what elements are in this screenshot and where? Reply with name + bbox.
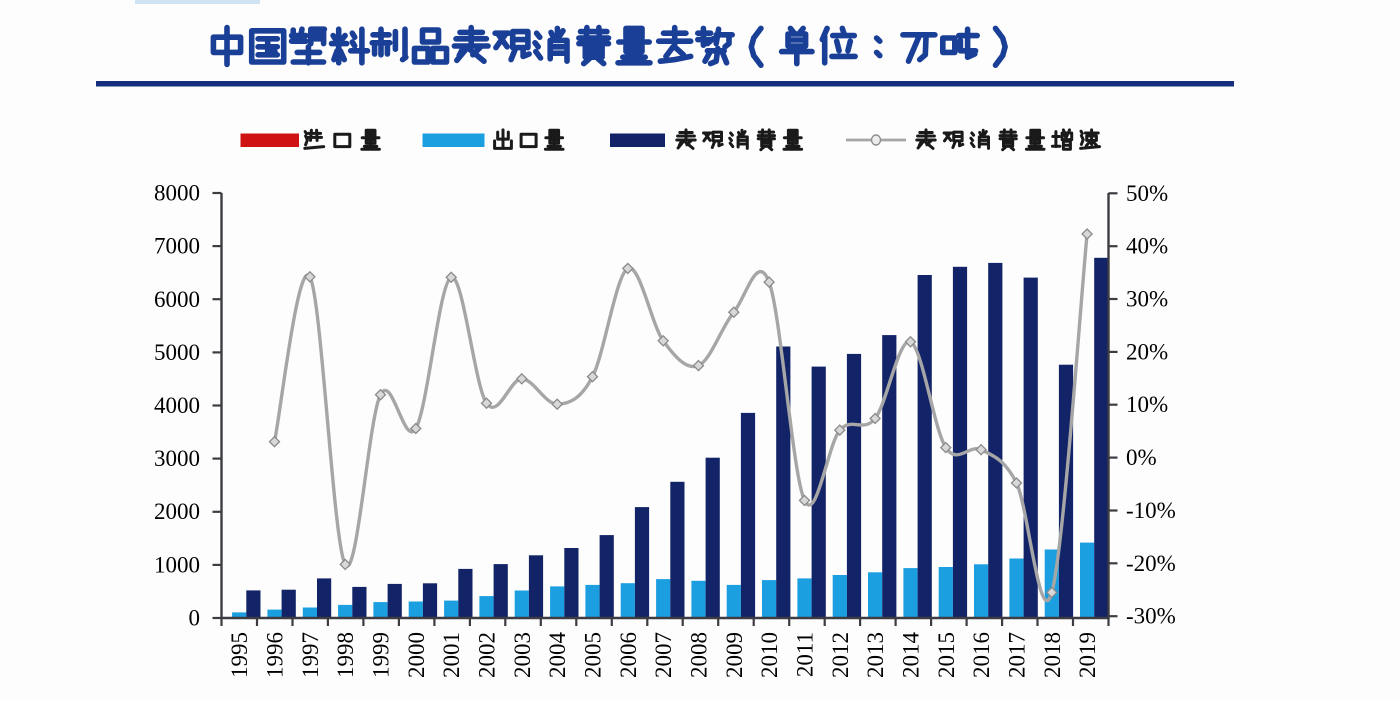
svg-text:2016: 2016 — [969, 632, 994, 678]
svg-text:-10%: -10% — [1126, 498, 1176, 523]
svg-text:2003: 2003 — [510, 632, 535, 678]
svg-text:2005: 2005 — [581, 632, 606, 678]
svg-text:2017: 2017 — [1005, 632, 1030, 678]
svg-text:0%: 0% — [1126, 445, 1157, 470]
svg-text:50%: 50% — [1126, 181, 1168, 206]
svg-text:30%: 30% — [1126, 287, 1168, 312]
svg-text:2007: 2007 — [651, 632, 676, 678]
svg-text:2015: 2015 — [934, 632, 959, 678]
svg-text:1000: 1000 — [154, 552, 200, 577]
svg-text:2012: 2012 — [828, 632, 853, 678]
svg-text:2010: 2010 — [757, 632, 782, 678]
svg-text:1998: 1998 — [333, 632, 358, 678]
svg-text:6000: 6000 — [154, 287, 200, 312]
svg-text:20%: 20% — [1126, 339, 1168, 364]
svg-text:2013: 2013 — [863, 632, 888, 678]
svg-text:4000: 4000 — [154, 393, 200, 418]
svg-text:0: 0 — [189, 606, 201, 631]
svg-text:40%: 40% — [1126, 234, 1168, 259]
svg-text:2014: 2014 — [899, 632, 924, 679]
svg-text:-30%: -30% — [1126, 604, 1176, 629]
svg-text:2009: 2009 — [722, 632, 747, 678]
svg-text:1999: 1999 — [369, 632, 394, 678]
svg-text:2019: 2019 — [1075, 632, 1100, 678]
svg-text:10%: 10% — [1126, 392, 1168, 417]
svg-text:2008: 2008 — [687, 632, 712, 678]
svg-text:8000: 8000 — [154, 181, 200, 206]
svg-text:1997: 1997 — [298, 632, 323, 678]
svg-text:2018: 2018 — [1040, 632, 1065, 678]
svg-text:3000: 3000 — [154, 446, 200, 471]
svg-text:7000: 7000 — [154, 234, 200, 259]
svg-text:2001: 2001 — [439, 632, 464, 678]
svg-text:2002: 2002 — [475, 632, 500, 678]
svg-text:2004: 2004 — [545, 632, 570, 679]
svg-text:2006: 2006 — [616, 632, 641, 678]
svg-text:1995: 1995 — [227, 632, 252, 678]
svg-text:1996: 1996 — [263, 632, 288, 678]
svg-text:2000: 2000 — [154, 499, 200, 524]
svg-text:2011: 2011 — [793, 632, 818, 677]
svg-text:2000: 2000 — [404, 632, 429, 678]
svg-text:-20%: -20% — [1126, 551, 1176, 576]
svg-text:5000: 5000 — [154, 340, 200, 365]
